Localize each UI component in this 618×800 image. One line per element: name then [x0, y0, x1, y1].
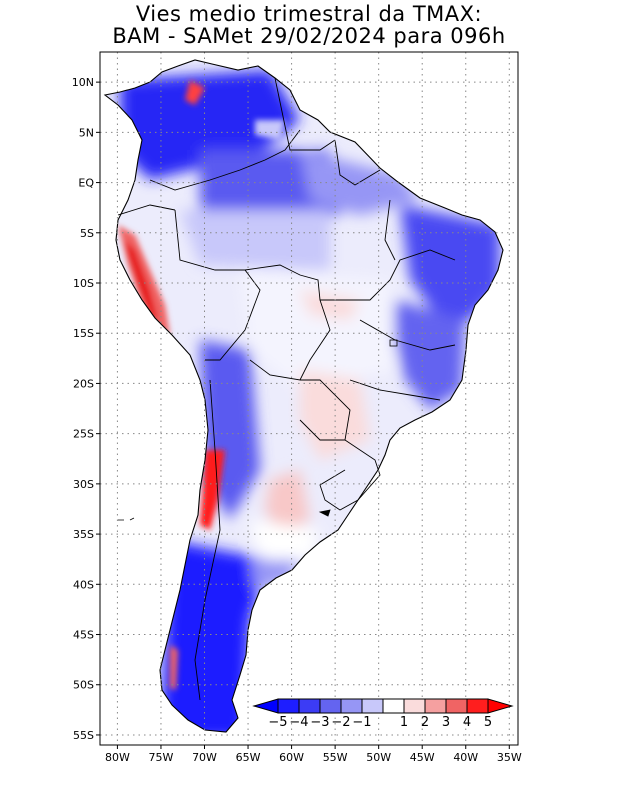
colorbar-label: 4	[463, 715, 471, 730]
lon-tick-label: 35W	[497, 751, 522, 764]
colorbar-high-arrow	[487, 698, 514, 714]
bias-blobs	[120, 70, 500, 732]
lat-tick-label: 45S	[73, 629, 94, 642]
colorbar-bin	[424, 698, 447, 714]
blob-pampas-positive	[265, 470, 310, 535]
lat-tick-label: 40S	[73, 578, 94, 591]
small-features	[118, 339, 398, 521]
colorbar-bin	[382, 698, 405, 714]
country-borders	[117, 77, 456, 701]
lagoon-marker	[318, 509, 331, 517]
lake-marker	[389, 339, 398, 347]
border-brazil-states-para	[384, 199, 396, 261]
lat-tick-label: EQ	[78, 177, 94, 190]
lat-tick-label: 10S	[73, 277, 94, 290]
border-ecuador	[117, 204, 176, 216]
lat-tick-label: 10N	[72, 76, 94, 89]
lat-tick-label: 20S	[73, 377, 94, 390]
blob-central-weak-positive	[300, 290, 360, 320]
blob-patagonia-andes-positive	[170, 645, 178, 690]
colorbar-bin	[298, 698, 321, 714]
lon-tick-label: 60W	[279, 751, 304, 764]
blob-patagonia-coast	[250, 560, 300, 590]
colorbar: −5 −4 −3 −2 −1 1 2 3 4 5	[252, 698, 514, 730]
latitude-tick-labels: 10N 5N EQ 5S 10S 15S 20S 25S 30S 35S 40S 45S 50S 55S	[72, 76, 100, 742]
border-guyana	[334, 139, 381, 186]
border-uruguay	[319, 439, 381, 511]
colorbar-label: 3	[442, 715, 450, 730]
blob-peru-andes-strong-positive	[125, 240, 158, 320]
lat-tick-label: 15S	[73, 327, 94, 340]
lat-tick-label: 55S	[73, 729, 94, 742]
lat-tick-label: 5N	[79, 126, 94, 139]
border-venezuela	[274, 77, 336, 151]
colorbar-bin	[445, 698, 468, 714]
blob-northeast-negative	[400, 205, 500, 320]
lat-tick-label: 30S	[73, 478, 94, 491]
border-brazil-states-south	[349, 379, 441, 401]
blob-central-weak-negative	[180, 210, 330, 270]
blob-east-negative	[395, 300, 465, 410]
lon-tick-label: 75W	[149, 751, 174, 764]
border-paraguay	[299, 379, 351, 441]
colorbar-label: −1	[352, 715, 371, 730]
colorbar-label: 2	[421, 715, 429, 730]
title-line-1: Vies medio trimestral da TMAX:	[135, 2, 483, 26]
lat-tick-label: 25S	[73, 428, 94, 441]
border-colombia	[149, 129, 301, 191]
colorbar-bin	[403, 698, 426, 714]
islands-juan-fernandez	[118, 517, 135, 521]
lon-tick-label: 70W	[192, 751, 217, 764]
lon-tick-label: 40W	[453, 751, 478, 764]
lon-tick-label: 50W	[366, 751, 391, 764]
blob-colombia-positive	[185, 80, 205, 105]
colorbar-bin	[466, 698, 489, 714]
lon-tick-label: 45W	[410, 751, 435, 764]
blob-venezuela-weak	[255, 120, 285, 140]
border-bolivia	[244, 264, 331, 381]
colorbar-bin	[340, 698, 363, 714]
border-chile-argentina	[194, 379, 221, 701]
longitude-tick-labels: 80W 75W 70W 65W 60W 55W 50W 45W 40W 35W	[105, 745, 522, 764]
colorbar-bin	[361, 698, 384, 714]
border-peru	[174, 209, 261, 361]
lon-tick-label: 65W	[236, 751, 261, 764]
border-brazil-states-north	[320, 249, 456, 301]
colorbar-label: −3	[310, 715, 329, 730]
map-frame	[99, 51, 519, 746]
lat-tick-label: 50S	[73, 679, 94, 692]
colorbar-label: −5	[268, 715, 287, 730]
blob-south-neutral	[250, 520, 320, 560]
bias-sharp-features	[118, 80, 285, 690]
colorbar-bin	[277, 698, 300, 714]
lon-tick-label: 80W	[105, 751, 130, 764]
title-line-2: BAM - SAMet 29/02/2024 para 096h	[112, 24, 506, 48]
border-brazil-states-central	[359, 319, 456, 351]
colorbar-label: −4	[289, 715, 308, 730]
graticule	[100, 52, 518, 745]
colorbar-label: 5	[484, 715, 492, 730]
lat-tick-label: 5S	[80, 227, 94, 240]
colorbar-label: 1	[400, 715, 408, 730]
colorbar-bin	[319, 698, 342, 714]
lon-tick-label: 55W	[323, 751, 348, 764]
lat-tick-label: 35S	[73, 528, 94, 541]
blob-chile-andes-positive	[200, 450, 225, 530]
colorbar-label: −2	[331, 715, 350, 730]
